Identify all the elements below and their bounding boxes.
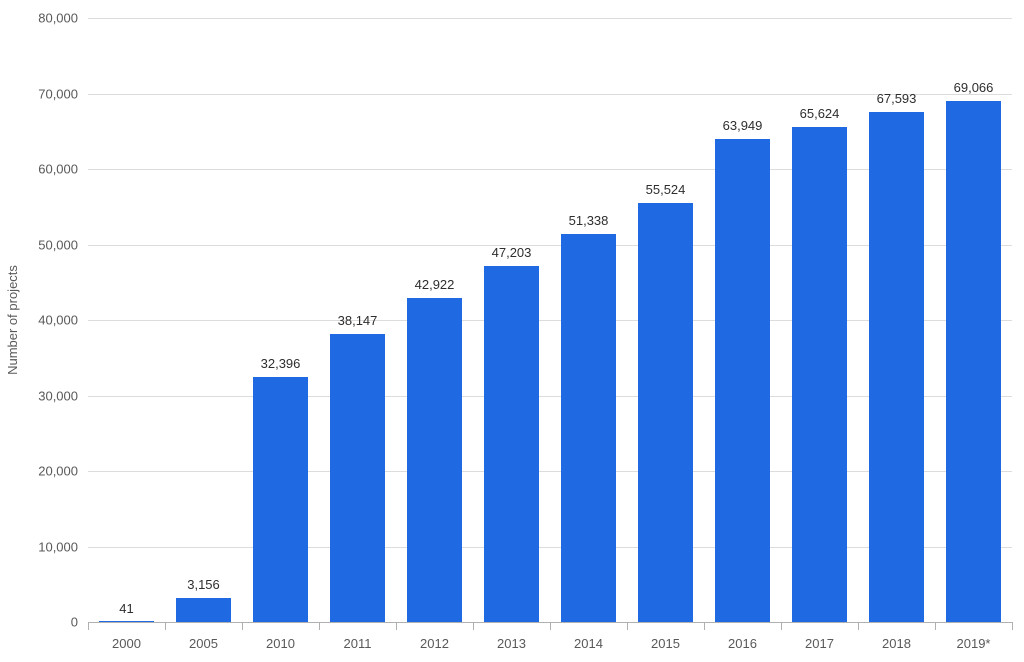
x-tick-label: 2005 [189,636,218,651]
x-tick-mark [627,622,628,630]
x-tick-label: 2018 [882,636,911,651]
bar-value-label: 63,949 [723,118,763,133]
x-tick-mark [242,622,243,630]
bar-value-label: 32,396 [261,356,301,371]
x-tick-mark [165,622,166,630]
y-axis-label: Number of projects [5,265,20,375]
gridline [88,18,1012,19]
bar-value-label: 55,524 [646,182,686,197]
x-tick-label: 2017 [805,636,834,651]
bar[interactable] [484,266,539,622]
x-tick-label: 2010 [266,636,295,651]
x-tick-label: 2012 [420,636,449,651]
y-tick-label: 60,000 [0,162,78,177]
x-tick-mark [319,622,320,630]
y-tick-label: 80,000 [0,11,78,26]
bar-value-label: 42,922 [415,277,455,292]
y-tick-label: 20,000 [0,464,78,479]
x-tick-label: 2015 [651,636,680,651]
bar[interactable] [946,101,1001,622]
bar-value-label: 47,203 [492,245,532,260]
x-tick-mark [550,622,551,630]
gridline [88,94,1012,95]
bar[interactable] [176,598,231,622]
bar-value-label: 51,338 [569,213,609,228]
bar[interactable] [330,334,385,622]
bar-value-label: 69,066 [954,80,994,95]
bar[interactable] [407,298,462,622]
x-tick-mark [1012,622,1013,630]
x-tick-mark [473,622,474,630]
bar[interactable] [99,621,154,622]
x-tick-mark [396,622,397,630]
y-tick-label: 10,000 [0,539,78,554]
x-tick-mark [935,622,936,630]
bar[interactable] [638,203,693,622]
bar[interactable] [561,234,616,622]
y-tick-label: 50,000 [0,237,78,252]
bar[interactable] [869,112,924,622]
bar[interactable] [792,127,847,622]
bar-value-label: 65,624 [800,106,840,121]
x-tick-mark [858,622,859,630]
bar-value-label: 67,593 [877,91,917,106]
bar-value-label: 38,147 [338,313,378,328]
x-tick-mark [781,622,782,630]
bar-chart: 010,00020,00030,00040,00050,00060,00070,… [0,0,1024,662]
y-tick-label: 30,000 [0,388,78,403]
y-tick-label: 70,000 [0,86,78,101]
x-tick-label: 2000 [112,636,141,651]
x-tick-mark [704,622,705,630]
x-tick-label: 2019* [957,636,991,651]
plot-area [88,18,1012,622]
bar[interactable] [253,377,308,622]
bar[interactable] [715,139,770,622]
x-tick-label: 2011 [344,636,372,651]
x-tick-label: 2014 [574,636,603,651]
bar-value-label: 3,156 [187,577,220,592]
bar-value-label: 41 [119,601,133,616]
x-tick-label: 2013 [497,636,526,651]
y-tick-label: 0 [0,615,78,630]
x-tick-label: 2016 [728,636,757,651]
x-tick-mark [88,622,89,630]
